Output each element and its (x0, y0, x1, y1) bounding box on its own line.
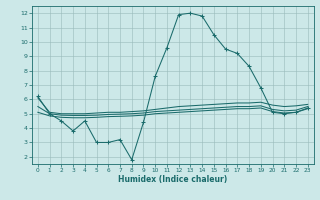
X-axis label: Humidex (Indice chaleur): Humidex (Indice chaleur) (118, 175, 228, 184)
